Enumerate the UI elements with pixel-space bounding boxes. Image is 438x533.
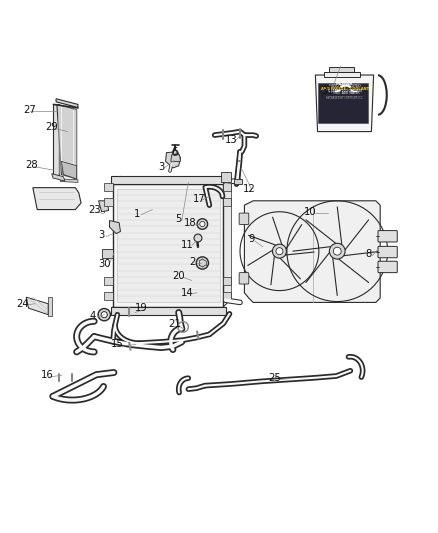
Text: 19: 19 [134, 303, 148, 313]
Polygon shape [221, 172, 231, 182]
Circle shape [329, 243, 345, 259]
Text: ________________________: ________________________ [328, 94, 361, 98]
Text: 50/50 PREDILUTED: 50/50 PREDILUTED [329, 84, 360, 88]
Polygon shape [324, 71, 360, 77]
Text: 31: 31 [321, 86, 334, 96]
FancyBboxPatch shape [378, 246, 397, 258]
Polygon shape [104, 198, 113, 206]
Polygon shape [223, 277, 231, 285]
Polygon shape [171, 155, 180, 161]
Polygon shape [121, 176, 231, 299]
Polygon shape [26, 297, 48, 314]
Text: 13: 13 [225, 135, 237, 146]
Polygon shape [223, 183, 231, 191]
Circle shape [272, 244, 286, 258]
Circle shape [200, 221, 205, 227]
Polygon shape [99, 201, 109, 212]
Circle shape [197, 219, 208, 229]
Text: 9: 9 [249, 235, 255, 244]
Polygon shape [113, 184, 223, 307]
Text: 5: 5 [176, 214, 182, 224]
Polygon shape [57, 104, 77, 179]
Text: MOPAR: MOPAR [336, 82, 353, 86]
Polygon shape [53, 104, 59, 174]
Circle shape [333, 247, 341, 255]
Text: 2: 2 [190, 257, 196, 267]
Text: 1: 1 [134, 209, 140, 219]
Text: 11: 11 [181, 240, 194, 249]
Text: 6: 6 [171, 147, 177, 157]
Text: 16: 16 [41, 370, 54, 380]
Polygon shape [234, 179, 242, 184]
Polygon shape [104, 292, 113, 300]
Polygon shape [52, 174, 65, 181]
Text: 25: 25 [268, 373, 282, 383]
Text: 21: 21 [168, 319, 181, 329]
Text: 8: 8 [366, 249, 372, 259]
Text: 28: 28 [25, 160, 38, 170]
Polygon shape [110, 221, 120, 233]
Circle shape [98, 309, 110, 321]
Circle shape [194, 234, 202, 242]
Text: 5 YEAR / 100,000 MILE: 5 YEAR / 100,000 MILE [328, 89, 362, 93]
Polygon shape [56, 99, 78, 108]
FancyBboxPatch shape [239, 273, 249, 284]
Text: 17: 17 [193, 193, 206, 204]
Polygon shape [328, 67, 354, 71]
Text: 12: 12 [242, 183, 255, 193]
Polygon shape [61, 161, 77, 179]
Polygon shape [223, 292, 231, 300]
Text: DO NOT ADD WATER: DO NOT ADD WATER [329, 91, 360, 95]
FancyBboxPatch shape [378, 261, 397, 273]
Text: 14: 14 [181, 288, 194, 298]
Polygon shape [104, 183, 113, 191]
Text: 10: 10 [304, 207, 316, 217]
Text: ANTIFREEZE / COOLANT: ANTIFREEZE / COOLANT [321, 87, 369, 91]
Polygon shape [33, 188, 81, 209]
Circle shape [173, 150, 178, 155]
Circle shape [196, 257, 208, 269]
Circle shape [101, 312, 107, 318]
Text: 18: 18 [184, 217, 197, 228]
FancyBboxPatch shape [378, 231, 397, 242]
FancyBboxPatch shape [239, 213, 249, 224]
Text: 23: 23 [88, 205, 100, 215]
Text: PACKAGED BY CHRYSLER LLC: PACKAGED BY CHRYSLER LLC [326, 95, 363, 100]
Polygon shape [244, 201, 380, 302]
Polygon shape [48, 297, 52, 316]
Polygon shape [111, 307, 226, 314]
Polygon shape [166, 152, 180, 168]
Text: 20: 20 [173, 271, 185, 281]
FancyBboxPatch shape [318, 83, 368, 123]
Polygon shape [102, 249, 113, 258]
Text: 3: 3 [158, 161, 164, 172]
Polygon shape [104, 277, 113, 285]
Text: 15: 15 [111, 340, 124, 350]
Text: 4: 4 [90, 311, 96, 320]
Polygon shape [315, 75, 374, 132]
Polygon shape [117, 189, 220, 302]
Polygon shape [60, 179, 78, 182]
Text: 24: 24 [17, 298, 29, 309]
Text: 30: 30 [98, 260, 110, 269]
Text: 29: 29 [45, 122, 58, 132]
Text: 27: 27 [23, 104, 36, 115]
Polygon shape [111, 176, 226, 184]
Circle shape [276, 248, 283, 255]
Text: 3: 3 [99, 230, 105, 240]
Polygon shape [223, 198, 231, 206]
